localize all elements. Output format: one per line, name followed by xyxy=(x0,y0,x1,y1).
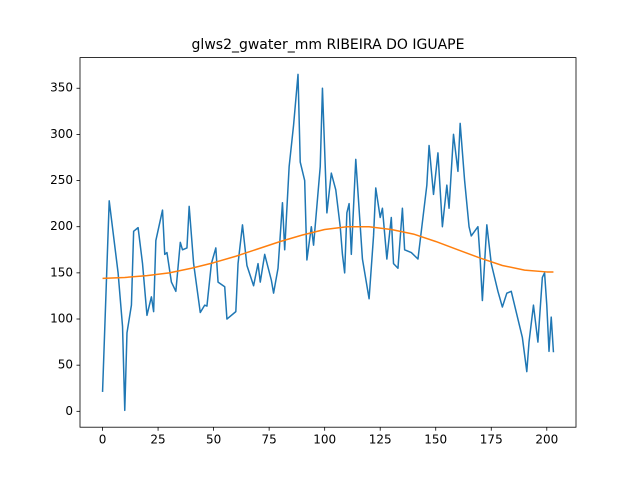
x-tick-label: 175 xyxy=(480,433,503,447)
x-tick-label: 100 xyxy=(313,433,336,447)
x-tick-label: 25 xyxy=(150,433,165,447)
x-tick-label: 125 xyxy=(369,433,392,447)
line-series xyxy=(102,225,554,280)
chart-title: glws2_gwater_mm RIBEIRA DO IGUAPE xyxy=(192,37,465,53)
y-tick-label: 100 xyxy=(50,312,73,326)
y-tick-label: 50 xyxy=(58,358,73,372)
plot-frame xyxy=(79,57,577,428)
y-tick-label: 0 xyxy=(65,404,73,418)
x-tick-label: 200 xyxy=(535,433,558,447)
y-tick-label: 200 xyxy=(50,219,73,233)
x-tick-label: 75 xyxy=(261,433,276,447)
x-tick-label: 0 xyxy=(99,433,107,447)
y-tick-label: 150 xyxy=(50,265,73,279)
y-tick-label: 350 xyxy=(50,81,73,95)
line-series xyxy=(101,73,555,412)
y-tick-label: 250 xyxy=(50,173,73,187)
x-tick-label: 50 xyxy=(206,433,221,447)
y-tick-label: 300 xyxy=(50,127,73,141)
x-tick-label: 150 xyxy=(424,433,447,447)
